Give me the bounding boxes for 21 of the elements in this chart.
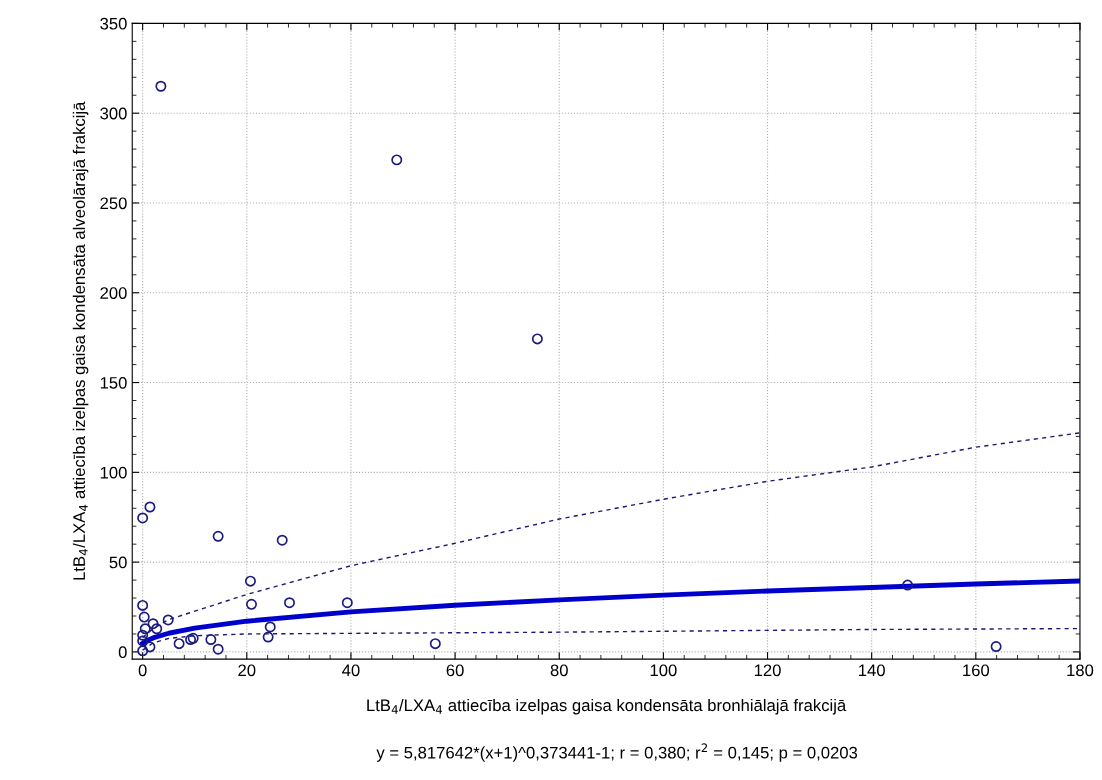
x-tick-label: 80 xyxy=(550,664,568,677)
y-tick-label: 200 xyxy=(100,287,127,299)
x-tick-label: 20 xyxy=(238,664,256,677)
y-tick-label: 300 xyxy=(100,107,127,120)
y-tick-label: 150 xyxy=(100,376,127,389)
x-tick-label: 160 xyxy=(963,664,990,677)
x-tick-label: 60 xyxy=(446,664,464,677)
y-tick-label: 50 xyxy=(109,556,127,569)
y-axis-title: LtB$_{4}$/LXA$_{4}$ attiecība izelpas gaisa kondensāta alveolārajā frakcijā xyxy=(72,101,89,580)
x-axis-title: LtB$_{4}$/LXA$_{4}$ attiecība izelpas gaisa kondensāta bronhiālajā frakcijā xyxy=(367,698,847,715)
x-tick-label: 0 xyxy=(138,664,147,677)
y-tick-label: 350 xyxy=(100,17,127,30)
x-tick-label: 180 xyxy=(1067,664,1094,677)
y-tick-label: 0 xyxy=(118,646,127,659)
y-tick-label: 100 xyxy=(100,466,127,479)
y-tick-label: 250 xyxy=(100,197,127,210)
text: y = 5,817642*(x+1)^0,373441-1; r = 0,380; r$^{2}$ = 0,145; p = 0,0203 xyxy=(376,743,858,762)
x-tick-label: 100 xyxy=(650,664,677,677)
x-tick-label: 120 xyxy=(754,664,781,677)
x-tick-label: 40 xyxy=(342,664,360,677)
x-tick-label: 140 xyxy=(859,664,885,677)
